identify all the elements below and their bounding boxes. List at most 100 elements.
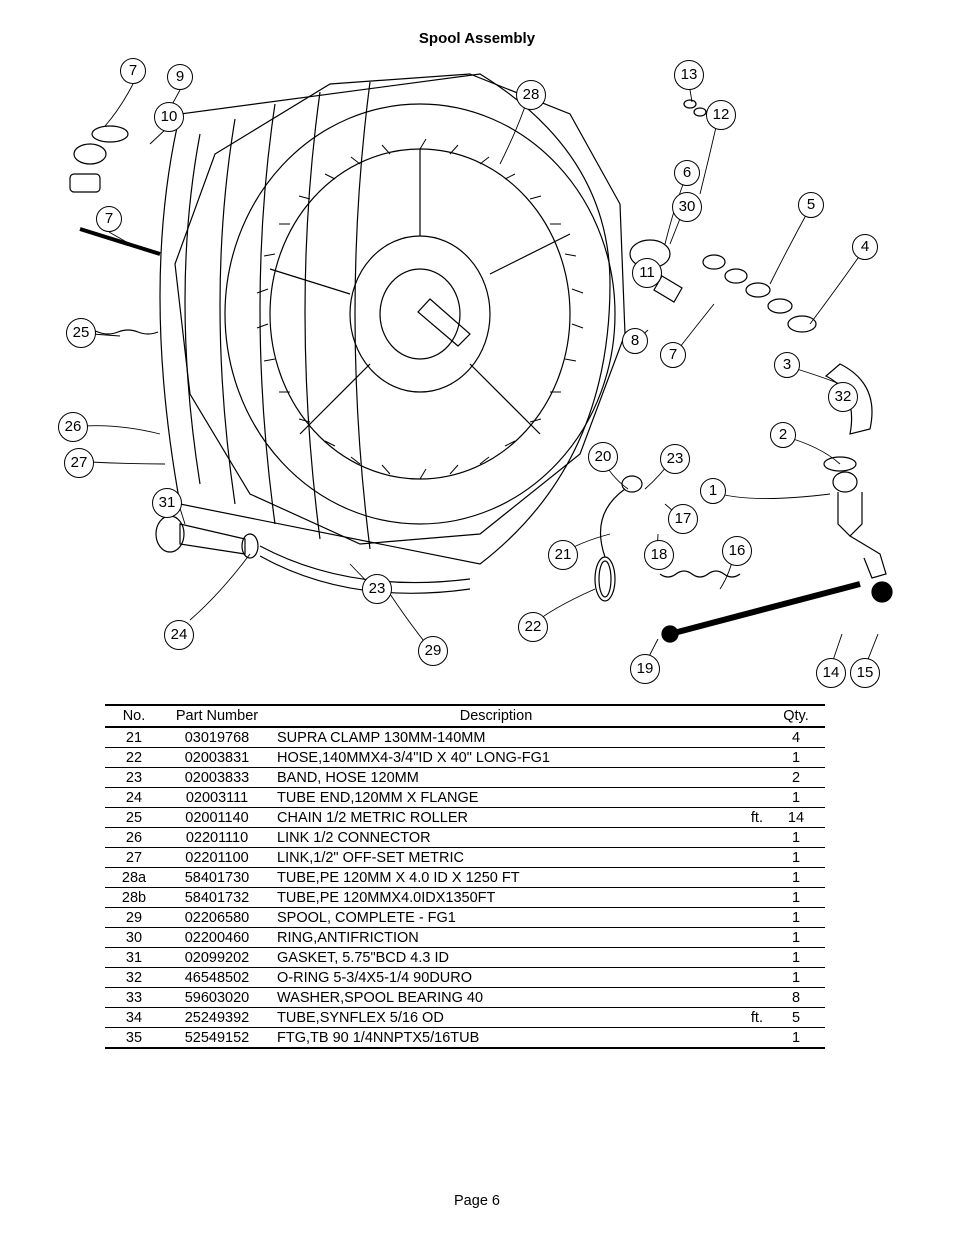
callout-21: 21 [548,540,578,570]
cell-pn: 58401732 [163,888,271,908]
callout-13: 13 [674,60,704,90]
table-row: 2302003833BAND, HOSE 120MM2 [105,768,825,788]
table-body: 2103019768SUPRA CLAMP 130MM-140MM4220200… [105,727,825,1048]
cell-no: 21 [105,727,163,748]
cell-pn: 52549152 [163,1028,271,1049]
callout-18: 18 [644,540,674,570]
table-row: 2402003111TUBE END,120MM X FLANGE1 [105,788,825,808]
callout-29: 29 [418,636,448,666]
cell-qty: 8 [767,988,825,1008]
callout-25: 25 [66,318,96,348]
col-qty-header: Qty. [767,705,825,727]
callout-27: 27 [64,448,94,478]
callout-7: 7 [660,342,686,368]
cell-unit [719,928,767,948]
callout-31: 31 [152,488,182,518]
col-desc-header: Description [271,705,719,727]
cell-desc: TUBE,PE 120MM X 4.0 ID X 1250 FT [271,868,719,888]
cell-qty: 1 [767,1028,825,1049]
callout-8: 8 [622,328,648,354]
table-row: 3102099202GASKET, 5.75"BCD 4.3 ID1 [105,948,825,968]
cell-qty: 1 [767,908,825,928]
cell-no: 24 [105,788,163,808]
cell-no: 22 [105,748,163,768]
cell-pn: 02099202 [163,948,271,968]
cell-no: 25 [105,808,163,828]
cell-qty: 1 [767,868,825,888]
page: Spool Assembly [0,0,954,1235]
cell-pn: 02201100 [163,848,271,868]
cell-desc: LINK 1/2 CONNECTOR [271,828,719,848]
cell-no: 28b [105,888,163,908]
callout-30: 30 [672,192,702,222]
exploded-diagram: 7910725262731242329221921181716141512023… [50,34,904,684]
cell-qty: 1 [767,888,825,908]
callout-3: 3 [774,352,800,378]
callout-22: 22 [518,612,548,642]
cell-unit [719,968,767,988]
callout-20: 20 [588,442,618,472]
callout-19: 19 [630,654,660,684]
cell-pn: 02206580 [163,908,271,928]
cell-pn: 02001140 [163,808,271,828]
parts-table-wrap: No. Part Number Description Qty. 2103019… [105,704,825,1049]
cell-pn: 25249392 [163,1008,271,1028]
cell-unit: ft. [719,808,767,828]
cell-unit [719,888,767,908]
table-row: 3246548502O-RING 5-3/4X5-1/4 90DURO1 [105,968,825,988]
cell-no: 35 [105,1028,163,1049]
callout-4: 4 [852,234,878,260]
cell-no: 26 [105,828,163,848]
callout-6: 6 [674,160,700,186]
cell-pn: 03019768 [163,727,271,748]
cell-unit [719,948,767,968]
cell-qty: 5 [767,1008,825,1028]
table-row: 2202003831HOSE,140MMX4-3/4"ID X 40" LONG… [105,748,825,768]
callout-2: 2 [770,422,796,448]
callout-10: 10 [154,102,184,132]
cell-desc: SPOOL, COMPLETE - FG1 [271,908,719,928]
cell-no: 23 [105,768,163,788]
cell-no: 30 [105,928,163,948]
cell-no: 33 [105,988,163,1008]
table-row: 3359603020WASHER,SPOOL BEARING 408 [105,988,825,1008]
table-row: 2602201110LINK 1/2 CONNECTOR 1 [105,828,825,848]
callout-11: 11 [632,258,662,288]
cell-qty: 1 [767,948,825,968]
table-header: No. Part Number Description Qty. [105,705,825,727]
table-row: 3002200460RING,ANTIFRICTION1 [105,928,825,948]
callout-17: 17 [668,504,698,534]
callout-7: 7 [96,206,122,232]
cell-unit [719,848,767,868]
callout-7: 7 [120,58,146,84]
cell-qty: 1 [767,928,825,948]
table-row: 2502001140CHAIN 1/2 METRIC ROLLERft.14 [105,808,825,828]
col-pn-header: Part Number [163,705,271,727]
cell-desc: BAND, HOSE 120MM [271,768,719,788]
callout-32: 32 [828,382,858,412]
cell-desc: TUBE END,120MM X FLANGE [271,788,719,808]
cell-unit [719,988,767,1008]
cell-qty: 1 [767,788,825,808]
table-row: 2702201100LINK,1/2" OFF-SET METRIC1 [105,848,825,868]
callout-5: 5 [798,192,824,218]
cell-unit: ft. [719,1008,767,1028]
cell-pn: 02201110 [163,828,271,848]
cell-qty: 14 [767,808,825,828]
cell-qty: 1 [767,848,825,868]
cell-no: 27 [105,848,163,868]
cell-desc: SUPRA CLAMP 130MM-140MM [271,727,719,748]
cell-desc: HOSE,140MMX4-3/4"ID X 40" LONG-FG1 [271,748,719,768]
cell-unit [719,748,767,768]
cell-unit [719,868,767,888]
callout-23: 23 [362,574,392,604]
callout-16: 16 [722,536,752,566]
cell-pn: 46548502 [163,968,271,988]
cell-no: 34 [105,1008,163,1028]
cell-unit [719,828,767,848]
cell-no: 32 [105,968,163,988]
cell-no: 31 [105,948,163,968]
cell-desc: WASHER,SPOOL BEARING 40 [271,988,719,1008]
cell-qty: 1 [767,828,825,848]
cell-pn: 02003831 [163,748,271,768]
